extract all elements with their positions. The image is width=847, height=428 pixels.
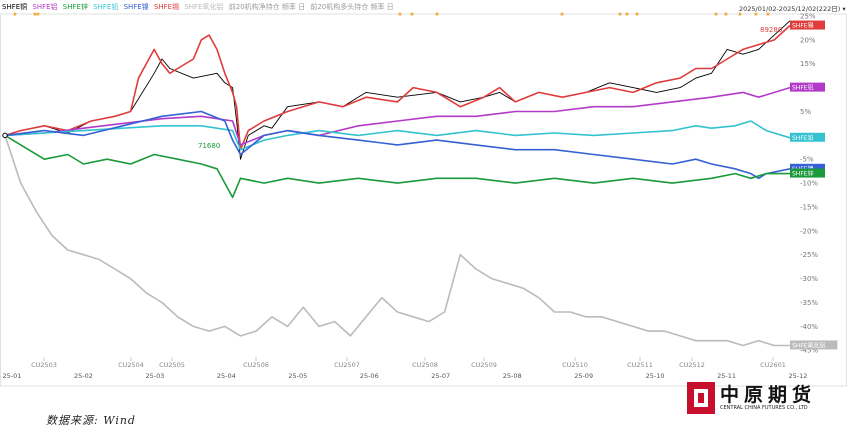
series-end-label: SHFE铅 bbox=[792, 134, 814, 142]
legend-item-al[interactable]: SHFE铝 bbox=[32, 3, 58, 11]
legend-item-net-position[interactable]: 前20机构净持仓 频率 日 bbox=[228, 3, 306, 11]
company-logo: 中原期货 CENTRAL CHINA FUTURES CO., LTD bbox=[686, 380, 816, 416]
series-line bbox=[4, 120, 791, 151]
legend-item-pb[interactable]: SHFE铅 bbox=[93, 3, 119, 11]
x-month-label: 25-09 bbox=[574, 372, 593, 380]
marker-star: ★ bbox=[723, 11, 728, 18]
y-tick-label: -30% bbox=[800, 275, 818, 283]
y-tick-label: -15% bbox=[800, 203, 818, 211]
series-end-label-bg bbox=[790, 340, 838, 350]
legend-item-ni[interactable]: SHFE镍 bbox=[123, 3, 149, 11]
series-end-label-bg bbox=[790, 132, 825, 142]
legend-item-cu[interactable]: SHFE铜 bbox=[2, 3, 28, 11]
y-tick-label: 5% bbox=[800, 108, 811, 116]
marker-star: ★ bbox=[634, 11, 639, 18]
legend-item-long-position[interactable]: 前20机构多头持仓 频率 日 bbox=[310, 3, 394, 11]
series-end-label-bg bbox=[790, 163, 825, 173]
x-month-label: 25-02 bbox=[74, 372, 93, 380]
chevron-down-icon[interactable]: ▾ bbox=[842, 5, 846, 13]
x-contract-label: CU2507 bbox=[334, 361, 360, 369]
series-line bbox=[4, 20, 791, 160]
x-contract-label: CU2506 bbox=[243, 361, 269, 369]
y-tick-label: -10% bbox=[800, 180, 818, 188]
plot-border bbox=[0, 13, 847, 387]
y-tick-label: 20% bbox=[800, 36, 816, 44]
series-end-label: SHFE锌 bbox=[792, 170, 814, 178]
x-contract-label: CU2508 bbox=[412, 361, 438, 369]
y-tick-label: -20% bbox=[800, 227, 818, 235]
series-end-label: SHFE氧化铝 bbox=[792, 341, 826, 349]
marker-star: ★ bbox=[753, 11, 758, 18]
marker-star: ★ bbox=[397, 11, 402, 18]
series-line bbox=[4, 24, 791, 151]
start-point bbox=[2, 132, 8, 139]
marker-star: ★ bbox=[617, 11, 622, 18]
x-month-label: 25-11 bbox=[717, 372, 736, 380]
marker-star: ★ bbox=[713, 11, 718, 18]
y-tick-label: 25% bbox=[800, 13, 816, 21]
marker-star: ★ bbox=[434, 11, 439, 18]
y-tick-label: -35% bbox=[800, 299, 818, 307]
x-contract-label: CU2511 bbox=[627, 361, 653, 369]
x-month-label: 25-10 bbox=[646, 372, 665, 380]
marker-star: ★ bbox=[624, 11, 629, 18]
series-end-label-bg bbox=[790, 20, 825, 30]
x-contract-label: CU2509 bbox=[471, 361, 497, 369]
x-contract-label: CU2503 bbox=[31, 361, 57, 369]
marker-star: ★ bbox=[32, 11, 37, 18]
x-month-label: 25-03 bbox=[145, 372, 164, 380]
date-range-readout[interactable]: 2025/01/02-2025/12/02(222日) ▾ bbox=[739, 3, 846, 13]
marker-star: ★ bbox=[737, 11, 742, 18]
x-contract-label: CU2512 bbox=[679, 361, 705, 369]
logo-mark-icon bbox=[687, 382, 715, 414]
marker-star: ★ bbox=[765, 11, 770, 18]
logo-cn: 中原期货 bbox=[720, 384, 817, 406]
x-contract-label: CU2505 bbox=[159, 361, 185, 369]
y-tick-label: 15% bbox=[800, 60, 816, 68]
x-month-label: 25-01 bbox=[3, 372, 22, 380]
date-range-text: 2025/01/02-2025/12/02(222日) bbox=[739, 5, 841, 13]
logo-en: CENTRAL CHINA FUTURES CO., LTD bbox=[720, 405, 808, 411]
legend-item-zn[interactable]: SHFE锌 bbox=[62, 3, 88, 11]
series-end-label-bg bbox=[790, 168, 825, 178]
y-tick-label: -40% bbox=[800, 323, 818, 331]
y-tick-label: -25% bbox=[800, 251, 818, 259]
annotation-89280: 89280 bbox=[760, 26, 782, 34]
x-contract-label: CU2504 bbox=[118, 361, 144, 369]
series-line bbox=[4, 86, 791, 146]
x-contract-label: CU2601 bbox=[760, 361, 786, 369]
legend-item-alumina[interactable]: SHFE氧化铝 bbox=[184, 3, 224, 11]
y-tick-label: -5% bbox=[800, 156, 814, 164]
series-line bbox=[4, 110, 791, 180]
x-month-label: 25-08 bbox=[503, 372, 522, 380]
series-end-label-bg bbox=[790, 82, 825, 92]
x-contract-label: CU2510 bbox=[562, 361, 588, 369]
source-note: 数据来源: Wind bbox=[46, 414, 136, 427]
series-line bbox=[4, 135, 790, 347]
y-tick-label: -45% bbox=[800, 347, 818, 355]
legend-item-sn[interactable]: SHFE锡 bbox=[153, 3, 180, 11]
marker-star: ★ bbox=[35, 11, 40, 18]
x-month-label: 25-06 bbox=[360, 372, 379, 380]
series-end-label: SHFE铝 bbox=[792, 84, 814, 92]
x-month-label: 25-12 bbox=[789, 372, 808, 380]
x-month-label: 25-07 bbox=[431, 372, 450, 380]
annotation-71680: 71680 bbox=[198, 142, 220, 150]
series-line bbox=[4, 134, 790, 199]
series-end-label: SHFE锡 bbox=[792, 22, 814, 30]
legend-bar: SHFE铜 SHFE铝 SHFE锌 SHFE铅 SHFE镍 SHFE锡 SHFE… bbox=[2, 2, 397, 12]
marker-star: ★ bbox=[12, 11, 17, 18]
marker-star: ★ bbox=[409, 11, 414, 18]
x-month-label: 25-05 bbox=[288, 372, 307, 380]
x-month-label: 25-04 bbox=[217, 372, 236, 380]
marker-star: ★ bbox=[559, 11, 564, 18]
